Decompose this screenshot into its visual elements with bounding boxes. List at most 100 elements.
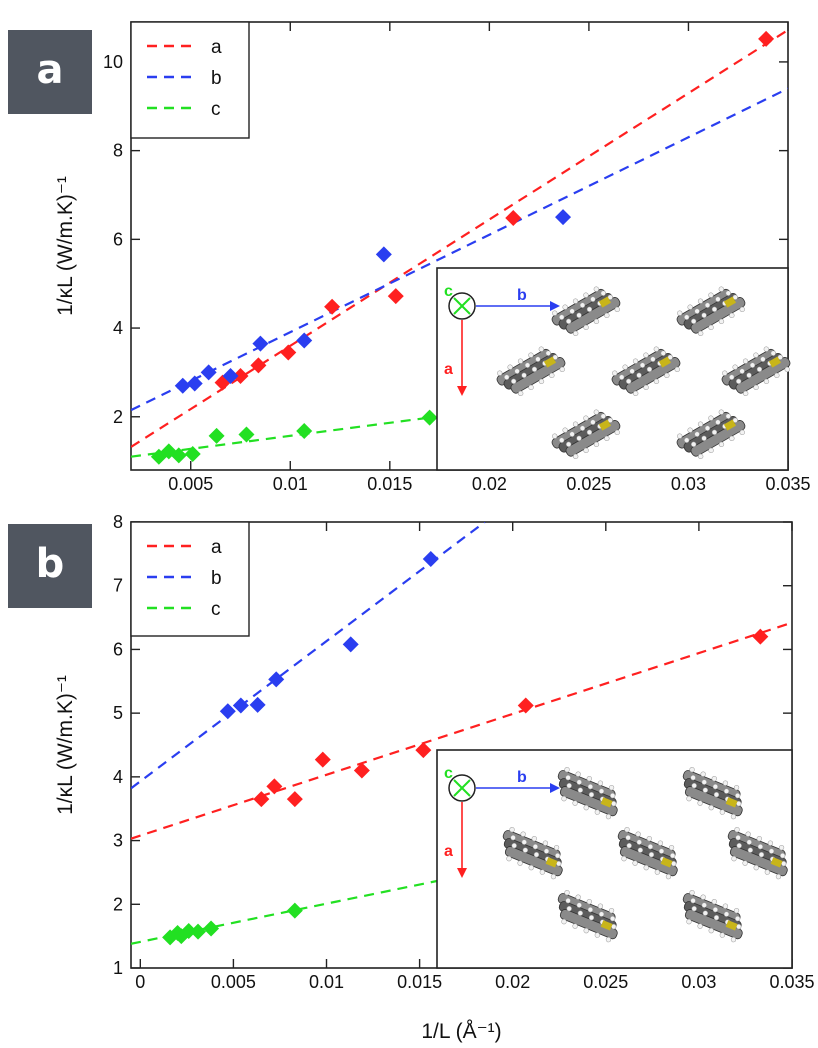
hydrogen-atom [553,845,560,851]
y-tick-label: 8 [113,141,123,161]
hydrogen-atom [694,431,700,437]
hydrogen-atom [579,425,586,431]
hydrogen-atom [739,429,745,436]
hydrogen-atom [531,366,538,372]
hydrogen-atom [719,809,725,815]
hydrogen-atom [594,809,600,815]
legend-label-a: a [211,37,222,58]
hydrogen-atom [569,308,575,314]
hydrogen-atom [708,292,714,298]
hydrogen-atom [731,855,737,862]
data-point-a [517,697,534,714]
hydrogen-atom [733,908,740,914]
hydrogen-atom [770,350,776,356]
molecule-icon [557,890,618,943]
hydrogen-atom [566,906,572,912]
sulfur-atom [725,797,738,808]
hydrogen-atom [605,936,612,943]
x-tick-label: 0 [135,972,145,992]
hydrogen-atom [779,852,786,859]
y-tick-label: 2 [113,407,123,427]
x-tick-label: 0.025 [566,474,611,494]
hydrogen-atom [528,352,534,358]
hydrogen-atom [543,848,550,854]
hydrogen-atom [550,873,557,880]
hydrogen-atom [583,415,589,421]
panel-label-b: b [8,524,92,608]
hydrogen-atom [608,785,615,791]
sulfur-atom [723,419,737,431]
hydrogen-atom [712,784,719,790]
hydrogen-atom [653,378,660,385]
sulfur-atom [768,356,782,368]
y-tick-label: 6 [113,639,123,659]
hydrogen-atom [586,899,592,905]
hydrogen-atom [718,409,724,415]
y-tick-label: 8 [113,512,123,532]
sulfur-atom [543,356,557,368]
x-tick-label: 0.005 [211,972,256,992]
hydrogen-atom [511,843,517,849]
data-point-a [387,288,404,305]
molecule-icon [496,346,566,397]
data-point-b [200,364,217,381]
hydrogen-atom [637,847,643,853]
hydrogen-atom [633,390,639,397]
hydrogen-atom [660,350,666,356]
data-point-c [286,902,303,919]
hydrogen-atom [704,425,711,431]
hydrogen-atom [545,350,551,356]
hydrogen-atom [564,767,570,773]
hydrogen-atom [572,800,578,806]
data-point-b [296,332,313,349]
data-point-b [268,671,285,688]
hydrogen-atom [713,914,720,921]
data-point-a [232,367,249,384]
hydrogen-atom [704,302,711,308]
hydrogen-atom [594,932,600,938]
hydrogen-atom [621,855,627,862]
data-point-b [249,696,266,713]
hydrogen-atom [729,312,735,319]
hydrogen-atom [564,890,570,896]
hydrogen-atom [722,780,729,786]
legend-label-b: b [211,568,222,589]
hydrogen-atom [539,869,545,875]
b-axis-arrowhead [550,783,560,793]
hydrogen-atom [730,813,737,820]
legend-label-a: a [211,537,222,558]
data-point-c [184,446,201,463]
hydrogen-atom [687,427,693,433]
c-axis-cross [453,297,471,315]
hydrogen-atom [734,792,741,799]
hydrogen-atom [708,415,714,421]
molecule-icon [502,827,563,880]
x-tick-label: 0.03 [671,474,706,494]
hydrogen-atom [600,413,606,419]
hydrogen-atom [708,927,714,934]
hydrogen-atom [674,366,680,373]
fit-line-b [131,87,788,412]
data-point-a [505,210,522,227]
hydrogen-atom [566,783,572,789]
hydrogen-atom [736,843,742,849]
hydrogen-atom [565,898,571,904]
hydrogen-atom [538,378,545,385]
hydrogen-atom [749,362,756,368]
hydrogen-atom [643,864,649,871]
x-tick-label: 0.035 [769,972,814,992]
hydrogen-atom [723,788,730,794]
hydrogen-atom [686,795,692,802]
data-point-a [758,30,775,47]
hydrogen-atom [700,771,706,777]
hydrogen-atom [756,836,762,842]
hydrogen-atom [711,899,717,905]
x-tick-label: 0.02 [495,972,530,992]
hydrogen-atom [698,330,704,337]
y-axis-label: 1/κL (W/m.K)⁻¹ [54,176,77,316]
plot-area [131,29,788,465]
data-point-a [250,357,267,374]
molecule-icon [682,890,743,943]
hydrogen-atom [612,370,618,376]
hydrogen-atom [715,296,721,302]
